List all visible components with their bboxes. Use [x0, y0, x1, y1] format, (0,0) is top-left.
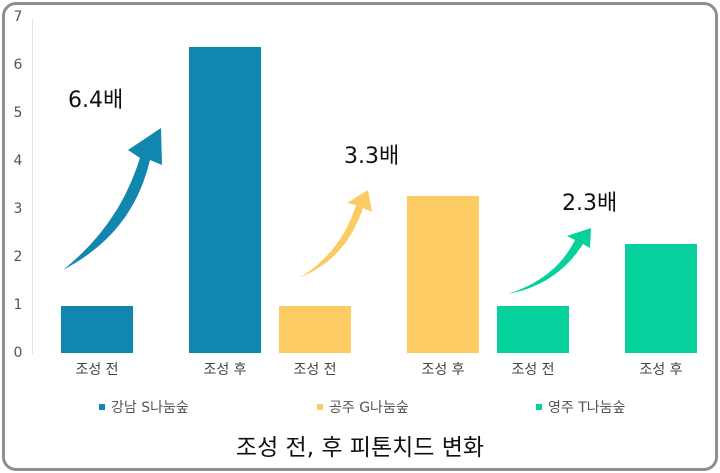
annotation-gangnam: 6.4배 — [68, 88, 124, 113]
x-label-gongju-after: 조성 후 — [421, 362, 465, 378]
arrow-gangnam-icon — [63, 128, 162, 270]
bar-gongju-before — [279, 306, 351, 353]
x-label-yeongju-before: 조성 전 — [511, 362, 555, 378]
annotation-gongju: 3.3배 — [344, 144, 400, 169]
y-tick-4: 4 — [13, 153, 23, 169]
bar-yeongju-before — [497, 306, 569, 353]
legend-swatch-icon — [536, 404, 542, 410]
x-label-gongju-before: 조성 전 — [293, 362, 337, 378]
y-tick-3: 3 — [13, 201, 23, 217]
x-label-yeongju-after: 조성 후 — [639, 362, 683, 378]
bar-gangnam-before — [61, 306, 133, 353]
y-tick-6: 6 — [13, 57, 23, 73]
y-tick-0: 0 — [13, 345, 23, 361]
bar-gongju-after — [407, 196, 479, 353]
y-axis-line — [32, 18, 33, 354]
legend-label: 공주 G나눔숲 — [329, 400, 409, 416]
y-tick-2: 2 — [13, 249, 23, 265]
legend-label: 강남 S나눔숲 — [111, 400, 189, 416]
bar-gangnam-after — [189, 47, 261, 353]
bar-yeongju-after — [625, 244, 697, 353]
legend-swatch-icon — [99, 404, 105, 410]
annotation-yeongju: 2.3배 — [562, 191, 618, 216]
chart-title: 조성 전, 후 피톤치드 변화 — [235, 435, 485, 461]
x-label-gangnam-after: 조성 후 — [203, 362, 247, 378]
x-label-gangnam-before: 조성 전 — [75, 362, 119, 378]
legend-item-gongju: 공주 G나눔숲 — [317, 397, 409, 417]
arrow-gongju-icon — [299, 190, 372, 278]
legend-label: 영주 T나눔숲 — [548, 400, 626, 416]
legend-item-yeongju: 영주 T나눔숲 — [536, 397, 625, 417]
y-tick-5: 5 — [13, 105, 23, 121]
arrow-yeongju-icon — [508, 228, 591, 294]
y-tick-1: 1 — [13, 297, 23, 313]
legend-item-gangnam: 강남 S나눔숲 — [99, 397, 189, 417]
y-tick-7: 7 — [13, 9, 23, 25]
legend-swatch-icon — [317, 404, 323, 410]
